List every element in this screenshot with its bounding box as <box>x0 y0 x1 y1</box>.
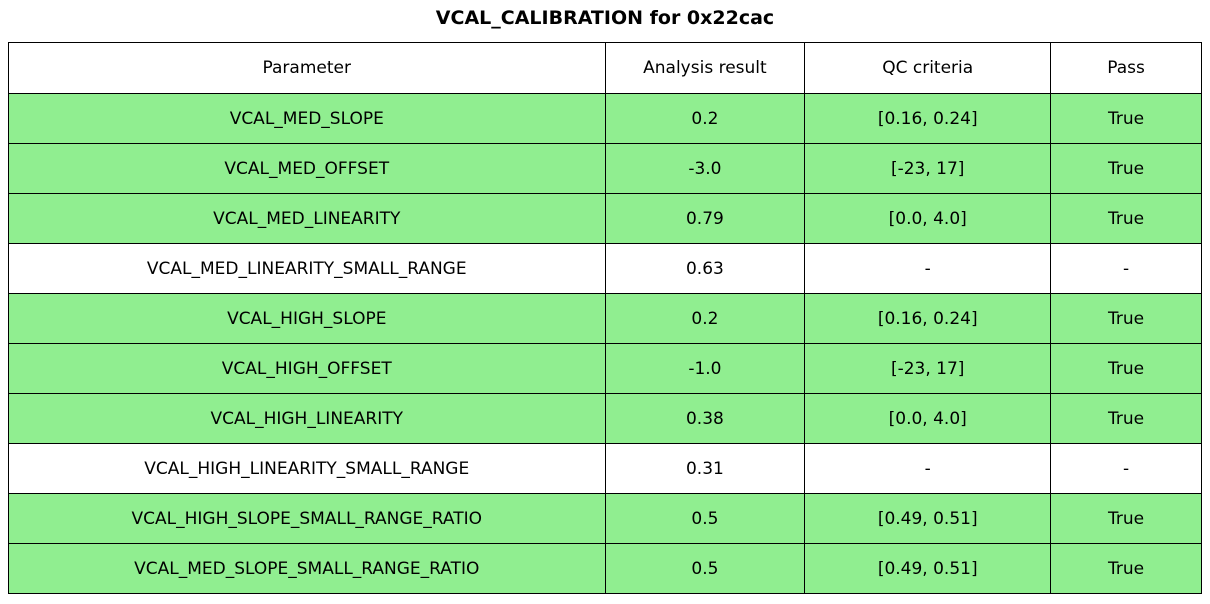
parameter-cell: VCAL_MED_SLOPE <box>8 93 606 144</box>
table-row: VCAL_MED_SLOPE_SMALL_RANGE_RATIO 0.5 [0.49… <box>8 543 1202 594</box>
parameter-cell: VCAL_MED_SLOPE_SMALL_RANGE_RATIO <box>8 543 606 594</box>
table-row: VCAL_HIGH_SLOPE_SMALL_RANGE_RATIO 0.5 [0.4… <box>8 493 1202 544</box>
table-row: VCAL_MED_OFFSET -3.0 [-23, 17] True <box>8 143 1202 194</box>
page-title: VCAL_CALIBRATION for 0x22cac <box>435 7 775 29</box>
analysis-result-cell: 0.79 <box>604 193 806 244</box>
qc-criteria-cell: [0.49, 0.51] <box>804 543 1052 594</box>
qc-criteria-cell: [-23, 17] <box>804 343 1052 394</box>
parameter-cell: VCAL_HIGH_SLOPE_SMALL_RANGE_RATIO <box>8 493 606 544</box>
pass-cell: True <box>1050 393 1202 444</box>
analysis-result-cell: 0.2 <box>604 93 806 144</box>
pass-cell: True <box>1050 93 1202 144</box>
qc-criteria-cell: [-23, 17] <box>804 143 1052 194</box>
parameter-cell: VCAL_MED_LINEARITY_SMALL_RANGE <box>8 243 606 294</box>
analysis-result-cell: -3.0 <box>604 143 806 194</box>
pass-cell: - <box>1050 443 1202 494</box>
parameter-cell: VCAL_MED_LINEARITY <box>8 193 606 244</box>
parameter-cell: VCAL_HIGH_LINEARITY_SMALL_RANGE <box>8 443 606 494</box>
qc-criteria-cell: - <box>804 443 1052 494</box>
parameter-cell: VCAL_MED_OFFSET <box>8 143 606 194</box>
table-row: VCAL_HIGH_SLOPE 0.2 [0.16, 0.24] True <box>8 293 1202 344</box>
analysis-result-cell: 0.2 <box>604 293 806 344</box>
qc-criteria-cell: - <box>804 243 1052 294</box>
qc-criteria-cell: [0.16, 0.24] <box>804 93 1052 144</box>
analysis-result-cell: 0.5 <box>604 493 806 544</box>
pass-cell: True <box>1050 293 1202 344</box>
table-row: VCAL_MED_LINEARITY_SMALL_RANGE 0.63- - <box>8 243 1202 294</box>
table-row: VCAL_MED_LINEARITY 0.79 [0.0, 4.0] True <box>8 193 1202 244</box>
table-row: VCAL_HIGH_LINEARITY 0.38 [0.0, 4.0] True <box>8 393 1202 444</box>
table-row: VCAL_MED_SLOPE 0.2 [0.16, 0.24] True <box>8 93 1202 144</box>
table-header-row: Parameter Analysis result QC criteria Pa… <box>8 42 1202 94</box>
analysis-result-cell: -1.0 <box>604 343 806 394</box>
column-header-qc-criteria: QC criteria <box>804 42 1052 94</box>
pass-cell: True <box>1050 193 1202 244</box>
qc-criteria-cell: [0.0, 4.0] <box>804 393 1052 444</box>
column-header-analysis-result: Analysis result <box>604 42 806 94</box>
analysis-result-cell: 0.31 <box>604 443 806 494</box>
pass-cell: - <box>1050 243 1202 294</box>
analysis-result-cell: 0.38 <box>604 393 806 444</box>
table-row: VCAL_HIGH_OFFSET -1.0 [-23, 17] True <box>8 343 1202 394</box>
table-row: VCAL_HIGH_LINEARITY_SMALL_RANGE 0.31- - <box>8 443 1202 494</box>
column-header-pass: Pass <box>1050 42 1202 94</box>
parameter-cell: VCAL_HIGH_OFFSET <box>8 343 606 394</box>
pass-cell: True <box>1050 543 1202 594</box>
analysis-result-cell: 0.5 <box>604 543 806 594</box>
column-header-parameter: Parameter <box>8 42 606 94</box>
pass-cell: True <box>1050 143 1202 194</box>
analysis-result-cell: 0.63 <box>604 243 806 294</box>
qc-criteria-cell: [0.16, 0.24] <box>804 293 1052 344</box>
qc-criteria-cell: [0.49, 0.51] <box>804 493 1052 544</box>
parameter-cell: VCAL_HIGH_SLOPE <box>8 293 606 344</box>
qc-calibration-table: Parameter Analysis result QC criteria Pa… <box>8 42 1202 594</box>
pass-cell: True <box>1050 343 1202 394</box>
parameter-cell: VCAL_HIGH_LINEARITY <box>8 393 606 444</box>
qc-criteria-cell: [0.0, 4.0] <box>804 193 1052 244</box>
pass-cell: True <box>1050 493 1202 544</box>
